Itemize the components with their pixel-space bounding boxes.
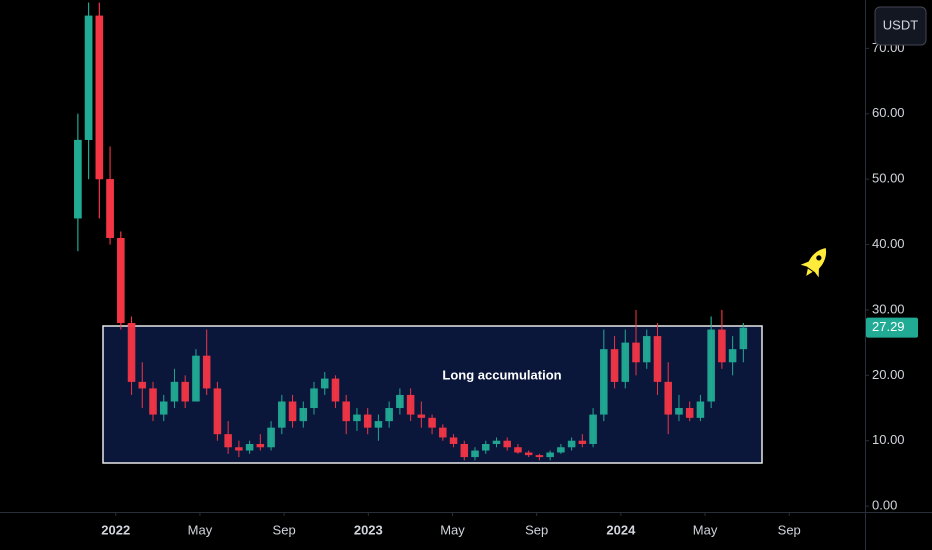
candle-body bbox=[256, 443, 265, 448]
candle-body bbox=[514, 447, 522, 453]
candle-body bbox=[471, 450, 479, 458]
x-tick-label: Sep bbox=[273, 522, 296, 537]
candle-body bbox=[546, 452, 554, 458]
candle-body bbox=[449, 437, 458, 444]
range-box bbox=[102, 325, 763, 464]
candle-body bbox=[74, 139, 82, 219]
candle-body bbox=[428, 417, 436, 428]
candles-overlay bbox=[74, 2, 748, 461]
candle-body bbox=[632, 342, 640, 363]
rocket-icon bbox=[800, 248, 827, 278]
candle-body bbox=[589, 414, 597, 444]
candle-body bbox=[106, 179, 114, 239]
candle-body bbox=[492, 440, 501, 444]
candle-body bbox=[621, 342, 630, 382]
candle-body bbox=[181, 381, 189, 402]
candle-body bbox=[353, 414, 361, 422]
candle-body bbox=[739, 327, 748, 350]
candle-body bbox=[696, 401, 705, 418]
candle-body bbox=[127, 323, 136, 382]
candle-body bbox=[138, 381, 147, 389]
currency-label: USDT bbox=[883, 17, 918, 32]
candle-body bbox=[170, 381, 179, 402]
candle-body bbox=[224, 434, 232, 448]
candle-body bbox=[202, 355, 211, 389]
y-tick-label: 30.00 bbox=[872, 301, 905, 316]
x-tick-label: Sep bbox=[778, 522, 801, 537]
x-tick-label: Sep bbox=[525, 522, 548, 537]
x-tick-label: May bbox=[188, 522, 213, 537]
candle-body bbox=[363, 414, 372, 428]
candle-body bbox=[535, 455, 544, 458]
candle-body bbox=[664, 381, 672, 415]
y-tick-label: 40.00 bbox=[872, 236, 905, 251]
candle-body bbox=[84, 15, 93, 140]
candle-body bbox=[578, 440, 587, 444]
candle-body bbox=[396, 394, 404, 409]
last-price-badge bbox=[866, 317, 918, 338]
x-tick-label: 2022 bbox=[101, 522, 130, 537]
candle-body bbox=[642, 336, 651, 363]
candle-body bbox=[117, 238, 125, 324]
annotation: Long accumulation bbox=[442, 367, 561, 382]
y-tick-label: 20.00 bbox=[872, 367, 905, 382]
candle-body bbox=[374, 421, 383, 428]
x-tick-label: May bbox=[440, 522, 465, 537]
candle-body bbox=[439, 427, 447, 438]
candle-body bbox=[460, 443, 469, 458]
candle-body bbox=[707, 329, 715, 402]
candle-body bbox=[610, 349, 619, 382]
candle-body bbox=[417, 414, 426, 418]
candle-body bbox=[192, 355, 200, 402]
candle-body bbox=[299, 408, 308, 422]
candle-body bbox=[235, 447, 243, 451]
candle-body bbox=[653, 336, 662, 382]
candle-body bbox=[245, 443, 254, 451]
candle-body bbox=[385, 408, 393, 422]
axes: 0.0010.0020.0030.0040.0050.0060.0070.002… bbox=[101, 40, 918, 537]
y-tick-label: 60.00 bbox=[872, 105, 905, 120]
y-tick-label: 50.00 bbox=[872, 171, 905, 186]
candle-body bbox=[278, 401, 286, 428]
candle-body bbox=[267, 427, 275, 448]
candle-body bbox=[406, 394, 415, 415]
last-price-label: 27.29 bbox=[872, 319, 905, 334]
x-tick-label: 2023 bbox=[354, 522, 383, 537]
y-tick-label: 0.00 bbox=[872, 498, 897, 513]
candle-body bbox=[342, 401, 350, 422]
candle-body bbox=[503, 440, 511, 448]
candle-body bbox=[600, 349, 608, 415]
candle-body bbox=[524, 452, 533, 456]
x-tick-label: 2024 bbox=[606, 522, 636, 537]
currency-button[interactable] bbox=[874, 6, 927, 46]
candle-body bbox=[310, 388, 318, 409]
candle-body bbox=[320, 378, 329, 389]
candle-body bbox=[95, 15, 104, 180]
candle-body bbox=[718, 329, 726, 363]
candle-body bbox=[331, 378, 340, 402]
candle-body bbox=[685, 408, 694, 418]
candle-body bbox=[149, 388, 157, 415]
candle-body bbox=[159, 401, 168, 415]
candle-body bbox=[567, 440, 576, 448]
candle-body bbox=[288, 401, 297, 422]
candle-body bbox=[675, 408, 683, 415]
candle-body bbox=[557, 447, 565, 453]
candle-body bbox=[481, 443, 490, 451]
candle-body bbox=[728, 349, 737, 363]
candle-body bbox=[213, 388, 222, 435]
y-tick-label: 10.00 bbox=[872, 432, 905, 447]
x-tick-label: May bbox=[693, 522, 718, 537]
